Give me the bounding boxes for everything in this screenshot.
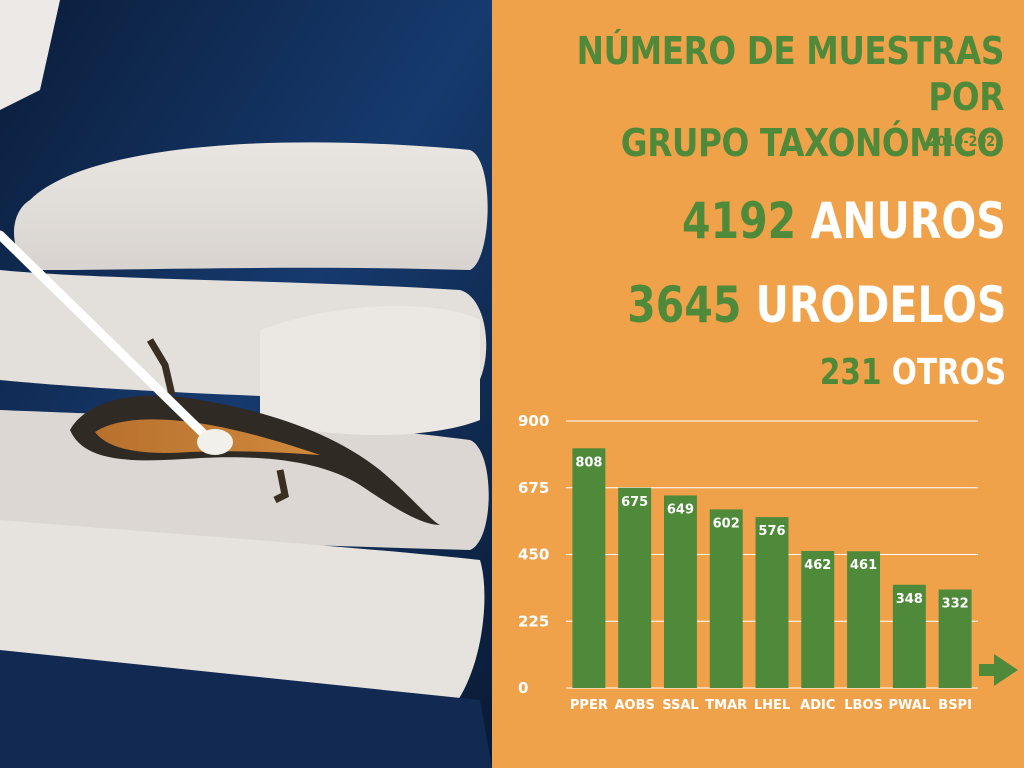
bar [709, 509, 743, 688]
bar [755, 517, 789, 688]
x-tick-label: PPER [570, 698, 608, 713]
x-tick-label: SSAL [662, 698, 699, 713]
stat-label: OTROS [891, 352, 1006, 393]
bar-value-label: 649 [667, 502, 694, 517]
x-tick-label: PWAL [889, 698, 931, 713]
bar-value-label: 332 [942, 597, 969, 612]
x-tick-label: BSPI [938, 698, 972, 713]
salamander-photo [0, 0, 492, 768]
page-title: NÚMERO DE MUESTRAS POR GRUPO TAXONÓMICO [574, 28, 1005, 166]
x-tick-label: LBOS [844, 698, 883, 713]
y-tick-label: 0 [518, 679, 528, 697]
bar-value-label: 576 [758, 524, 785, 539]
arrow-right-icon [979, 654, 1018, 686]
stat-label: URODELOS [755, 276, 1006, 334]
stat-number: 3645 [626, 276, 741, 334]
stat-label: ANUROS [810, 192, 1006, 250]
bar [572, 448, 606, 688]
x-tick-label: ADIC [800, 698, 835, 713]
x-tick-label: TMAR [705, 698, 747, 713]
bar-value-label: 462 [804, 558, 831, 573]
x-tick-label: LHEL [754, 698, 790, 713]
bar [618, 487, 652, 688]
x-tick-label: AOBS [614, 698, 654, 713]
bar-value-label: 675 [621, 495, 648, 510]
stat-anuros: 4192 ANUROS [682, 192, 1006, 250]
stat-urodelos: 3645 URODELOS [627, 276, 1006, 334]
stat-number: 231 [819, 352, 882, 393]
bar [892, 584, 926, 688]
bar [938, 589, 972, 688]
bar-value-label: 461 [850, 558, 877, 573]
y-tick-label: 900 [518, 412, 549, 430]
bar-value-label: 808 [575, 455, 602, 470]
title-line-1: NÚMERO DE MUESTRAS POR [576, 29, 1005, 119]
bar-chart: 0 225 450 675 900 808 PPER 675 AOBS 649 SSAL 602 TMA… [518, 412, 1018, 713]
stat-otros: 231 OTROS [820, 352, 1006, 393]
y-tick-label: 675 [518, 479, 549, 497]
info-panel: NÚMERO DE MUESTRAS POR GRUPO TAXONÓMICO … [492, 0, 1024, 768]
bar [663, 495, 697, 688]
bar [801, 550, 835, 688]
y-tick-label: 450 [518, 546, 549, 564]
bar-value-label: 602 [713, 516, 740, 531]
bar-value-label: 348 [896, 592, 923, 607]
bar [847, 551, 881, 688]
title-line-2: GRUPO TAXONÓMICO [620, 121, 1005, 165]
stat-number: 4192 [682, 192, 797, 250]
y-tick-label: 225 [518, 612, 549, 630]
year-range: 2019-2022 [928, 134, 1004, 150]
